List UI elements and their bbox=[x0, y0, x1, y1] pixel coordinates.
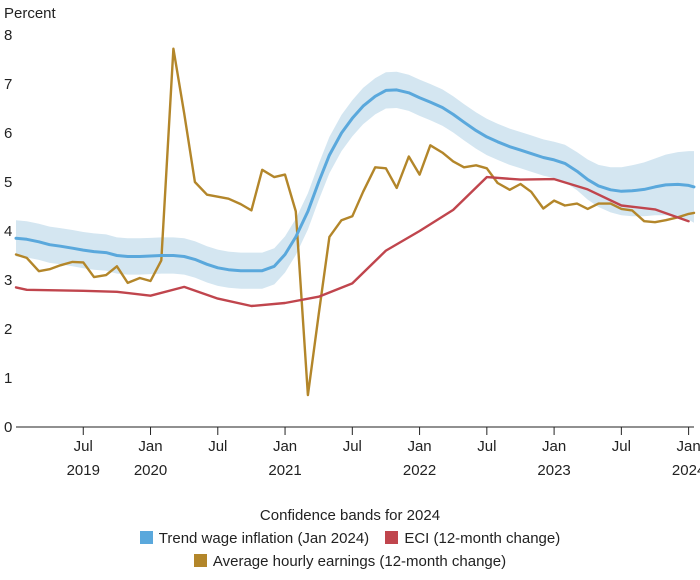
legend: Confidence bands for 2024 Trend wage inf… bbox=[0, 504, 700, 573]
y-tick-label: 2 bbox=[4, 321, 12, 338]
x-tick-month: Jul bbox=[343, 438, 362, 455]
x-tick-month: Jan bbox=[677, 438, 700, 455]
x-tick-month: Jan bbox=[407, 438, 431, 455]
legend-label-trend-wage: Trend wage inflation (Jan 2024) bbox=[158, 530, 370, 547]
x-tick-month: Jul bbox=[208, 438, 227, 455]
x-tick-month: Jul bbox=[612, 438, 631, 455]
x-tick-month: Jan bbox=[542, 438, 566, 455]
y-tick-label: 0 bbox=[4, 419, 12, 436]
legend-swatch-eci bbox=[385, 531, 399, 544]
series-lines-layer bbox=[14, 47, 696, 397]
legend-label-ahe: Average hourly earnings (12-month change… bbox=[212, 553, 507, 570]
average-hourly-earnings-line bbox=[14, 47, 696, 397]
x-tick-year: 2020 bbox=[134, 462, 167, 479]
y-axis-title: Percent bbox=[4, 5, 57, 22]
axes-layer: 0 1 2 3 4 5 6 7 8 Jul 2019 Jan 2020 Jul Jan 2021 Jul Jan 2… bbox=[4, 27, 700, 479]
eci-line bbox=[14, 175, 690, 308]
x-tick-month: Jan bbox=[138, 438, 162, 455]
legend-swatch-trend-wage bbox=[139, 531, 153, 544]
legend-band-title: Confidence bands for 2024 bbox=[259, 507, 441, 524]
x-tick-year: 2023 bbox=[537, 462, 570, 479]
legend-item-ahe: Average hourly earnings (12-month change… bbox=[193, 550, 507, 573]
x-tick-month: Jul bbox=[74, 438, 93, 455]
legend-row-2: Average hourly earnings (12-month change… bbox=[0, 550, 700, 573]
x-tick-year: 2021 bbox=[268, 462, 301, 479]
y-tick-label: 6 bbox=[4, 125, 12, 142]
y-tick-label: 8 bbox=[4, 27, 12, 44]
y-tick-label: 5 bbox=[4, 174, 12, 191]
y-tick-label: 3 bbox=[4, 272, 12, 289]
x-tick-month: Jan bbox=[273, 438, 297, 455]
y-tick-label: 7 bbox=[4, 76, 12, 93]
x-tick-year: 2024 bbox=[672, 462, 700, 479]
x-tick-month: Jul bbox=[477, 438, 496, 455]
legend-item-eci: ECI (12-month change) bbox=[385, 527, 560, 550]
line-chart: 0 1 2 3 4 5 6 7 8 Jul 2019 Jan 2020 Jul Jan 2021 Jul Jan 2… bbox=[4, 5, 700, 479]
legend-swatch-ahe bbox=[193, 554, 207, 567]
legend-label-eci: ECI (12-month change) bbox=[404, 530, 561, 547]
y-tick-label: 1 bbox=[4, 370, 12, 387]
legend-row-1: Trend wage inflation (Jan 2024) ECI (12-… bbox=[0, 527, 700, 550]
x-tick-year: 2022 bbox=[403, 462, 436, 479]
legend-item-trend-wage: Trend wage inflation (Jan 2024) bbox=[139, 527, 370, 550]
trend-wage-inflation-line bbox=[14, 88, 696, 273]
x-tick-year: 2019 bbox=[67, 462, 100, 479]
y-tick-label: 4 bbox=[4, 223, 12, 240]
